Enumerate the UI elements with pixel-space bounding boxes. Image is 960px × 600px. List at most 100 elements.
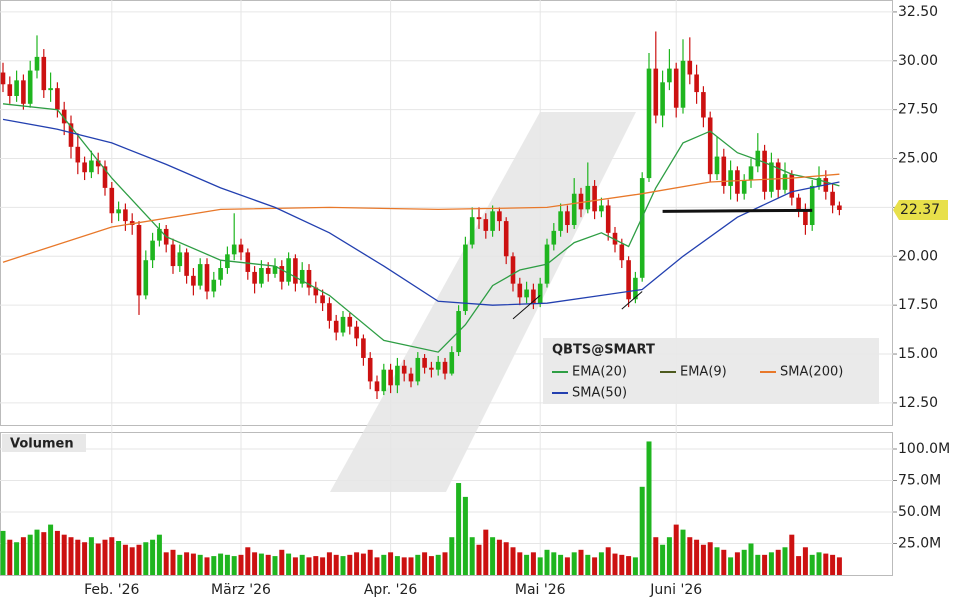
volume-bar: [88, 537, 94, 575]
candle-body: [510, 256, 516, 284]
volume-bar: [265, 554, 271, 575]
volume-bar: [177, 554, 183, 575]
volume-bar: [755, 554, 761, 575]
y-tick-label: 15.00: [898, 346, 938, 362]
volume-bar: [102, 539, 108, 575]
candle-body: [605, 205, 611, 233]
legend-label: EMA(9): [680, 365, 727, 380]
volume-bar: [218, 553, 224, 575]
candle-body: [517, 283, 523, 298]
legend-label: SMA(200): [780, 365, 843, 380]
candle-body: [646, 68, 652, 179]
volume-bar: [415, 554, 421, 575]
candle-body: [762, 150, 767, 192]
volume-bar: [605, 547, 611, 575]
x-tick-label: Juni '26: [649, 582, 702, 598]
volume-bar: [333, 554, 339, 575]
volume-bar: [252, 552, 258, 575]
volume-bar: [347, 554, 353, 575]
x-tick-label: Mai '26: [515, 582, 566, 598]
volume-bar: [129, 547, 135, 575]
volume-bar: [95, 543, 101, 575]
candle-body: [123, 209, 128, 222]
volume-bar: [258, 553, 264, 575]
symbol: QBTS@SMART: [552, 343, 655, 358]
volume-bar: [646, 441, 652, 575]
candle-body: [211, 279, 217, 292]
y-tick-label: 32.50: [898, 4, 938, 20]
candle-body: [585, 185, 591, 210]
volume-bar: [48, 524, 54, 575]
volume-bar: [286, 553, 292, 575]
volume-bar: [836, 557, 842, 575]
volume-bar: [585, 554, 591, 575]
volume-bar: [639, 486, 645, 575]
candle-body: [333, 320, 339, 333]
volume-bar: [340, 556, 346, 575]
volume-bar: [694, 539, 700, 575]
candle-body: [136, 225, 142, 296]
volume-bar: [571, 552, 577, 575]
candle-body: [313, 287, 319, 296]
candle-body: [537, 283, 543, 304]
trendline: [512, 295, 541, 320]
candle-body: [89, 160, 94, 173]
volume-bar: [231, 556, 237, 575]
candle-body: [435, 361, 441, 370]
candle-body: [626, 260, 631, 300]
candle-body: [490, 211, 495, 231]
volume-bar: [673, 524, 679, 575]
candle-body: [728, 170, 733, 186]
volume-bar: [462, 496, 468, 575]
candle-body: [361, 338, 366, 358]
volume-bar: [326, 552, 332, 575]
volume-bar: [320, 557, 326, 575]
volume-bar: [204, 557, 210, 575]
volume-bar: [20, 537, 26, 575]
volume-bar: [279, 549, 285, 575]
volume-bar: [721, 549, 727, 575]
y-tick-label: 12.50: [898, 395, 938, 411]
volume-bar: [789, 534, 795, 575]
volume-bar: [245, 547, 251, 575]
volume-bar: [27, 534, 33, 575]
volume-bar: [728, 557, 734, 575]
y-tick-label: 20.00: [898, 248, 938, 264]
volume-bar: [496, 539, 502, 575]
x-tick-label: Feb. '26: [84, 582, 139, 598]
candle-body: [531, 289, 536, 304]
volume-title-box: [2, 434, 86, 452]
candle-body: [463, 244, 468, 312]
candle-body: [789, 174, 795, 198]
candle-body: [408, 373, 414, 382]
indicator-line: [2, 173, 840, 263]
candle-body: [639, 178, 645, 278]
candle-body: [75, 146, 81, 163]
candle-body: [41, 56, 47, 91]
candle-body: [775, 162, 781, 190]
candle-body: [55, 88, 60, 110]
volume-bar: [435, 554, 441, 575]
candle-body: [401, 365, 407, 374]
candle-body: [721, 156, 727, 186]
candle-body: [714, 156, 720, 175]
candle-body: [0, 72, 6, 85]
volume-bar: [272, 556, 278, 575]
candle-body: [803, 209, 808, 226]
volume-bar: [510, 547, 516, 575]
candle-body: [680, 60, 686, 108]
volume-bar: [816, 552, 822, 575]
candle-body: [442, 361, 448, 374]
candle-body: [82, 162, 87, 173]
candle-body: [809, 185, 815, 226]
watermark: [330, 112, 636, 492]
volume-bar: [524, 554, 530, 575]
volume-bar: [442, 552, 448, 575]
candle-body: [102, 166, 108, 188]
volume-bar: [598, 552, 604, 575]
volume-bar: [82, 542, 88, 575]
candle-body: [279, 266, 285, 282]
volume-bar: [428, 556, 434, 575]
candle-body: [422, 357, 427, 368]
